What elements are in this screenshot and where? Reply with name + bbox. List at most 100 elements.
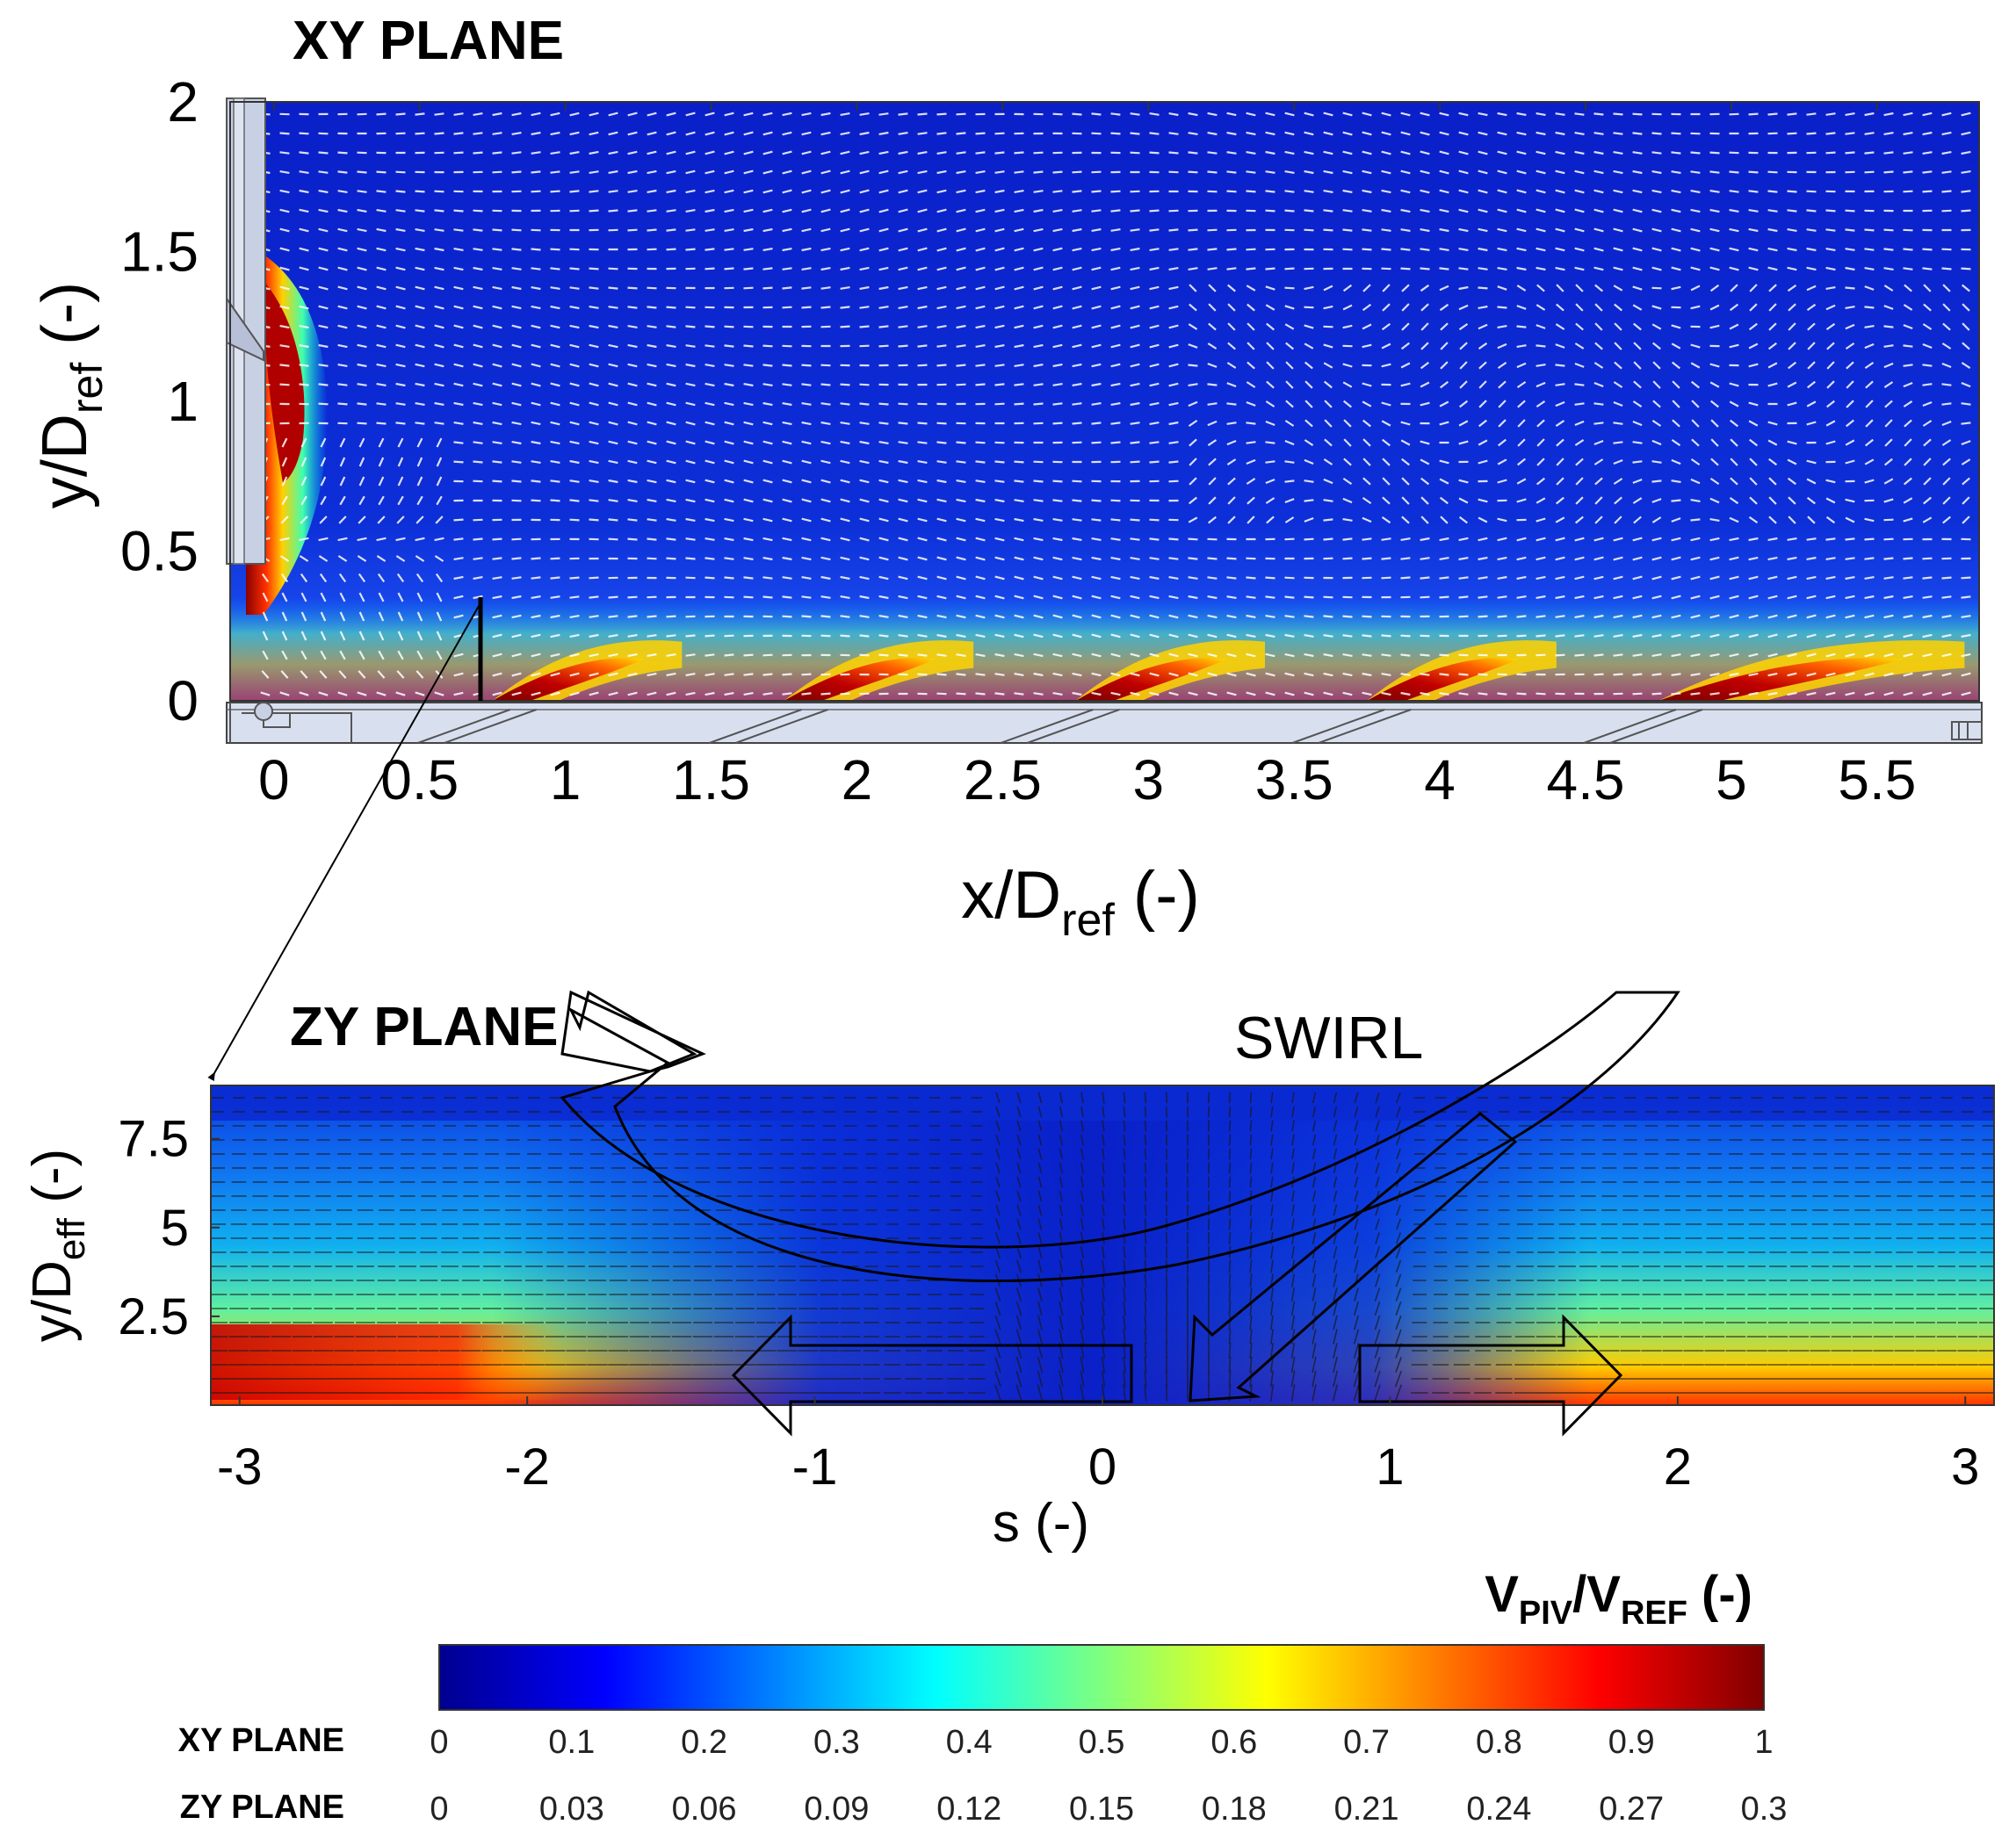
burner-nozzle — [226, 295, 264, 362]
injector-slot-line — [735, 709, 828, 744]
colorbar-tick-label-xy: 0.9 — [1608, 1724, 1655, 1761]
xy-plot-frame — [229, 101, 1980, 702]
colorbar-title: VPIV/VREF (-) — [1485, 1566, 1752, 1632]
colorbar-tick-label-zy: 0.15 — [1069, 1791, 1134, 1828]
xy-heatmap — [230, 102, 1979, 701]
zy-x-tick-label: 2 — [1664, 1439, 1692, 1496]
xy-ylabel: y/Dref (-) — [30, 282, 112, 508]
colorbar-row-label-xy: XY PLANE — [178, 1722, 344, 1759]
colorbar-tick-label-xy: 0.7 — [1343, 1724, 1390, 1761]
xy-jet-core — [492, 658, 645, 701]
zy-ylabel-sub: eff — [50, 1217, 93, 1260]
connector-arrow — [214, 605, 480, 1073]
floor-injector-slots — [417, 709, 1703, 744]
colorbar-tick-label-zy: 0.3 — [1741, 1791, 1788, 1828]
xy-x-tick-label: 4 — [1424, 748, 1456, 811]
xy-jet-core — [784, 658, 936, 701]
colorbar-tick-label-xy: 0.4 — [946, 1724, 993, 1761]
zy-top-band — [211, 1085, 1994, 1121]
xy-x-tick-label: 5 — [1716, 748, 1747, 811]
colorbar-title-sub1: PIV — [1519, 1595, 1573, 1632]
zy-ylabel-main: y/D — [22, 1260, 83, 1342]
colorbar-title-main: V — [1485, 1566, 1519, 1623]
colorbar-ticks: 0 0.1 0.2 0.3 0.4 0.5 0.6 0.7 0.8 0.9 1 0 0.03 0.06 0.… — [430, 1724, 1787, 1828]
xy-x-tick-label: 1.5 — [672, 748, 750, 811]
xy-xlabel-sub: ref — [1061, 895, 1115, 946]
flow-annotations — [560, 990, 1680, 1437]
down-arrow-icon — [1189, 1112, 1518, 1403]
xy-x-tick-label: 3 — [1132, 748, 1164, 811]
floor-right-fitting — [1951, 721, 1983, 740]
xy-burner-geometry — [226, 97, 1983, 744]
zy-x-tick-label: 0 — [1088, 1439, 1116, 1496]
xy-x-tick-label: 2 — [842, 748, 873, 811]
swirl-label: SWIRL — [1234, 1005, 1423, 1071]
xy-xlabel-unit: (-) — [1115, 858, 1200, 933]
xy-jet-core — [1075, 658, 1227, 701]
xy-inlet-core — [264, 281, 305, 483]
floor-plate — [226, 702, 1983, 744]
xy-y-tick-label: 2 — [167, 70, 199, 133]
colorbar-tick-label-zy: 0.12 — [936, 1791, 1001, 1828]
injector-slot-line — [709, 709, 802, 744]
zy-x-tick-label: -2 — [504, 1439, 550, 1496]
xy-y-axis: 0 0.5 1 1.5 2 — [120, 70, 199, 732]
zy-x-tick-label: 1 — [1376, 1439, 1404, 1496]
zy-ylabel: y/Deff (-) — [22, 1149, 93, 1342]
colorbar-row-label-zy: ZY PLANE — [180, 1789, 344, 1826]
injector-slot-line — [417, 709, 510, 744]
colorbar-tick-label-zy: 0.21 — [1334, 1791, 1399, 1828]
right-arrow-icon — [1358, 1314, 1623, 1437]
xy-x-tick-label: 0.5 — [380, 748, 459, 811]
zy-left-hotspot — [211, 1324, 562, 1400]
injector-slot-line — [1583, 709, 1677, 744]
xy-xlabel-main: x/D — [961, 858, 1061, 933]
injector-slot-line — [1026, 709, 1120, 744]
xy-ylabel-unit: (-) — [30, 282, 100, 363]
xy-ylabel-main: y/D — [30, 414, 100, 508]
zy-xlabel: s (-) — [993, 1493, 1089, 1554]
colorbar-tick-label-xy: 0.6 — [1210, 1724, 1257, 1761]
swirl-arrow-head-icon — [560, 990, 706, 1073]
injector-slot-line — [1318, 709, 1412, 744]
xy-x-tick-label: 2.5 — [964, 748, 1042, 811]
floor-bolt — [254, 702, 273, 721]
colorbar-tick-label-zy: 0.27 — [1599, 1791, 1664, 1828]
colorbar-tick-label-xy: 0.3 — [813, 1724, 860, 1761]
zy-x-tick-label: -3 — [217, 1439, 263, 1496]
injector-slot-line — [1291, 709, 1385, 744]
xy-x-axis: 0 0.5 1 1.5 2 2.5 3 3.5 4 4.5 5 5.5 — [258, 102, 1916, 811]
colorbar-tick-label-xy: 1 — [1754, 1724, 1773, 1761]
colorbar-title-sep: /V — [1572, 1566, 1621, 1623]
zy-heatmap — [211, 1085, 1994, 1405]
injector-slot-line — [444, 709, 537, 744]
xy-x-tick-label: 4.5 — [1547, 748, 1625, 811]
zy-vector-arrows — [211, 1092, 1994, 1402]
colorbar — [438, 1644, 1765, 1711]
swirl-arrow-icon — [560, 990, 1680, 1283]
colorbar-tick-label-zy: 0 — [430, 1791, 448, 1828]
zy-y-axis: 2.5 5 7.5 — [118, 1111, 220, 1345]
xy-y-tick-label: 1 — [167, 370, 199, 433]
zy-y-tick-label: 5 — [161, 1200, 189, 1257]
zy-x-tick-label: 3 — [1951, 1439, 1979, 1496]
xy-jet-core — [1658, 658, 1904, 701]
xy-y-tick-label: 0.5 — [120, 520, 199, 583]
colorbar-tick-label-xy: 0.5 — [1079, 1724, 1125, 1761]
colorbar-tick-label-zy: 0.18 — [1202, 1791, 1267, 1828]
colorbar-title-unit: (-) — [1687, 1566, 1752, 1623]
colorbar-tick-label-xy: 0.2 — [681, 1724, 727, 1761]
colorbar-tick-label-zy: 0.06 — [672, 1791, 737, 1828]
xy-x-tick-label: 0 — [258, 748, 290, 811]
zy-vector-field — [211, 1092, 1994, 1402]
colorbar-tick-label-zy: 0.09 — [804, 1791, 869, 1828]
zy-title: ZY PLANE — [290, 997, 558, 1057]
injector-slot-line — [1609, 709, 1703, 744]
injector-slot-line — [1000, 709, 1094, 744]
colorbar-tick-label-xy: 0.8 — [1476, 1724, 1522, 1761]
zy-y-tick-label: 2.5 — [118, 1288, 189, 1345]
xy-jet-core — [1367, 658, 1519, 701]
xy-title: XY PLANE — [293, 11, 564, 71]
xy-x-tick-label: 3.5 — [1255, 748, 1333, 811]
